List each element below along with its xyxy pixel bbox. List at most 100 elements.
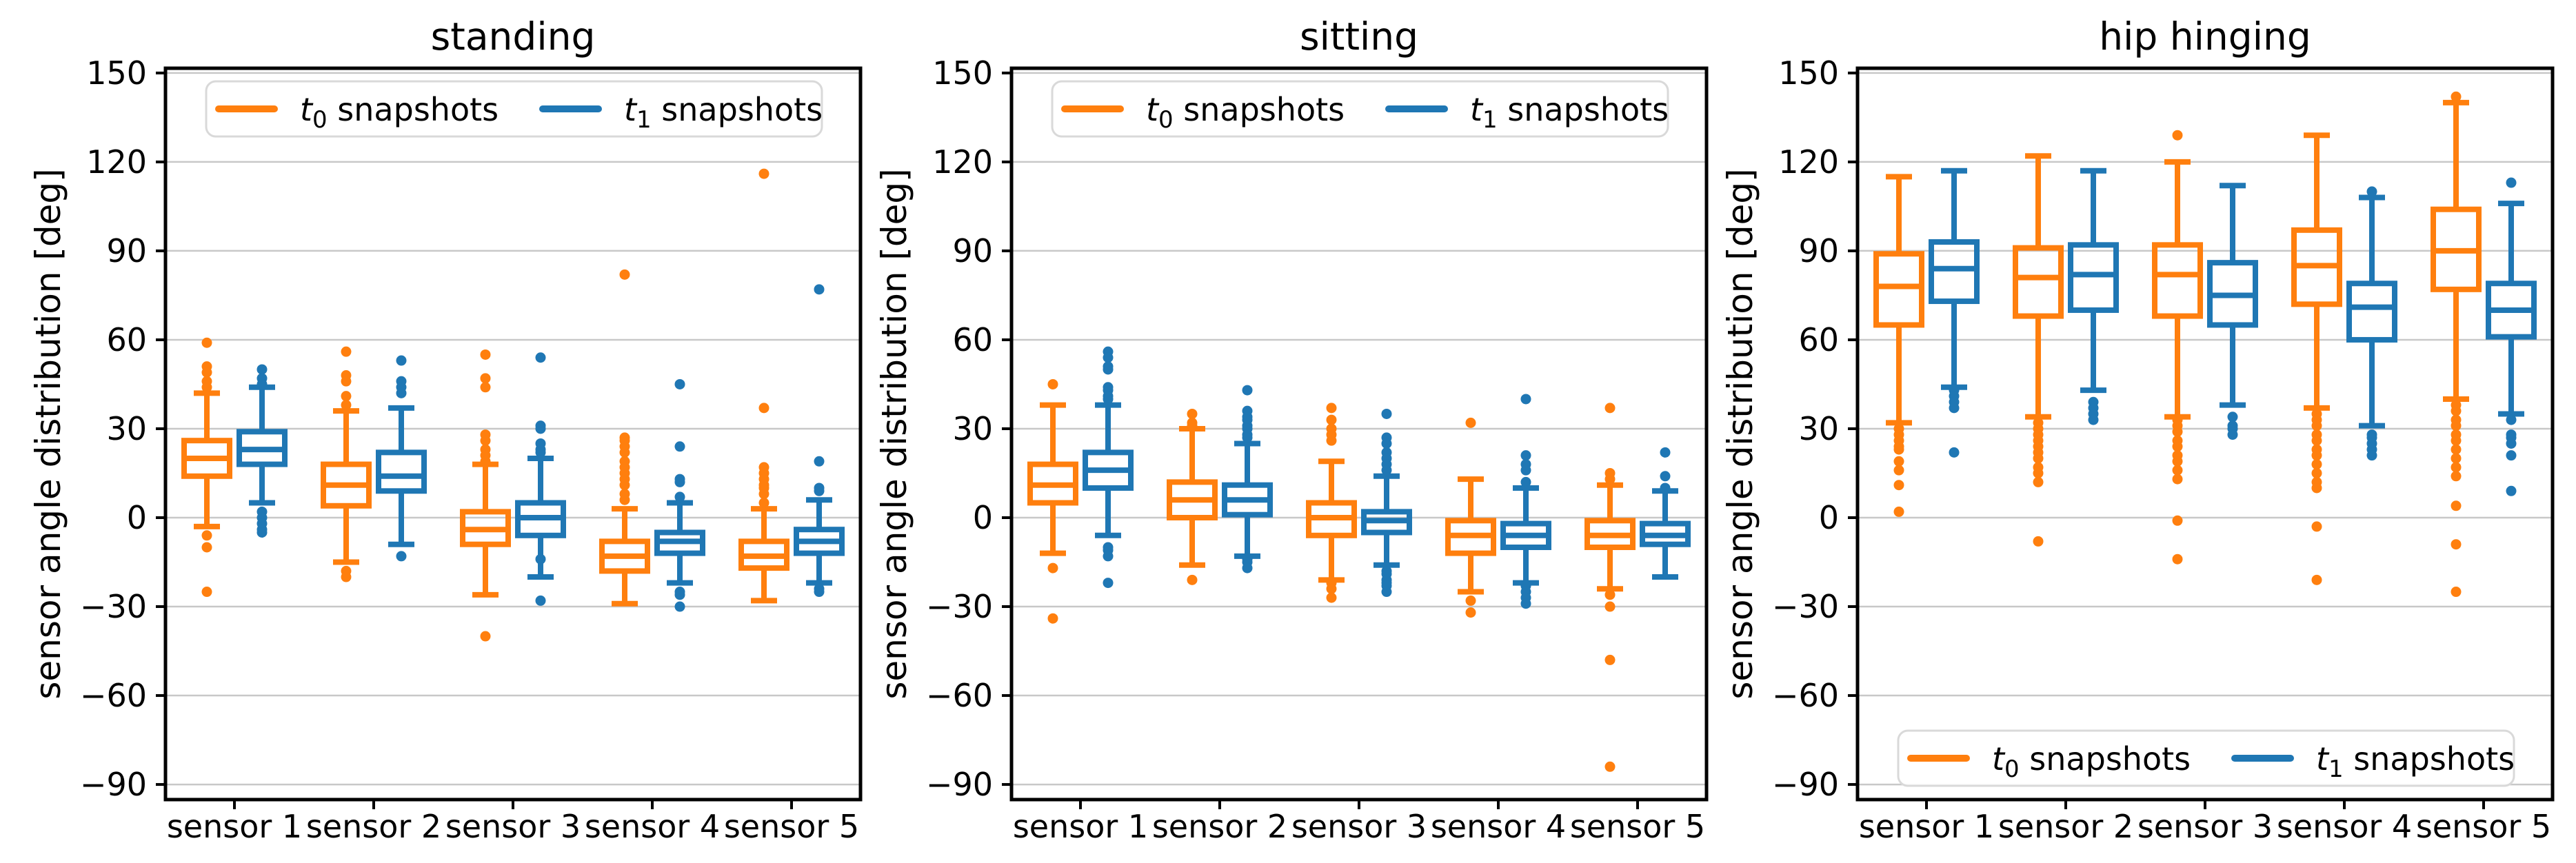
- flier-point: [396, 355, 407, 366]
- flier-point: [674, 378, 685, 389]
- flier-point: [2311, 420, 2322, 432]
- boxplot-t1-snapshots-sensor-5: [1640, 447, 1691, 580]
- flier-point: [201, 587, 212, 598]
- flier-point: [619, 480, 630, 491]
- flier-point: [1893, 444, 1904, 455]
- boxplot-t0-snapshots-sensor-1: [181, 337, 232, 598]
- flier-point: [1381, 408, 1392, 419]
- flier-point: [758, 403, 769, 414]
- flier-point: [758, 168, 769, 179]
- flier-point: [2172, 130, 2183, 141]
- y-tick-label: 60: [952, 321, 993, 358]
- flier-point: [2311, 459, 2322, 470]
- y-tick-label: −30: [1772, 588, 1839, 625]
- flier-point: [341, 391, 352, 402]
- flier-point: [1604, 761, 1616, 772]
- flier-point: [1381, 465, 1392, 476]
- boxplot-t1-snapshots-sensor-2: [376, 355, 427, 562]
- x-tick-label: sensor 1: [1859, 808, 1994, 845]
- flier-point: [201, 367, 212, 378]
- flier-point: [1949, 403, 1960, 414]
- flier-point: [674, 476, 685, 487]
- legend-label: t0 snapshots: [1992, 740, 2191, 783]
- boxplot-t0-snapshots-sensor-3: [2152, 130, 2203, 565]
- legend-frame: [1897, 729, 2515, 787]
- y-tick-label: 30: [952, 410, 993, 447]
- x-tick-label: sensor 3: [1291, 808, 1427, 845]
- subplot-title: hip hinging: [2099, 14, 2311, 59]
- boxplot-t0-snapshots-sensor-1: [1027, 378, 1078, 624]
- flier-point: [535, 595, 546, 606]
- x-tick-label: sensor 5: [724, 808, 859, 845]
- y-tick-label: −60: [1772, 677, 1839, 714]
- flier-point: [2451, 405, 2462, 416]
- boxplot-t1-snapshots-sensor-3: [1361, 408, 1412, 598]
- y-tick-label: 0: [1819, 499, 1839, 536]
- box: [2068, 242, 2119, 313]
- boxplot-t0-snapshots-sensor-4: [1445, 417, 1496, 618]
- y-tick-label: 90: [1798, 232, 1839, 270]
- flier-point: [2451, 444, 2462, 455]
- flier-point: [1520, 598, 1531, 609]
- flier-point: [1103, 578, 1114, 589]
- x-tick-label: sensor 5: [2416, 808, 2551, 845]
- boxplot-t0-snapshots-sensor-5: [2431, 91, 2482, 598]
- flier-point: [1242, 432, 1253, 443]
- x-tick-label: sensor 3: [2137, 808, 2273, 845]
- boxplot-t0-snapshots-sensor-5: [1584, 403, 1636, 772]
- box: [2152, 242, 2203, 319]
- legend: t0 snapshots t1 snapshots: [1897, 729, 2515, 787]
- subplot-title: standing: [431, 14, 596, 59]
- y-tick-label: −60: [80, 677, 147, 714]
- flier-point: [2172, 465, 2183, 476]
- boxplot-t0-snapshots-sensor-2: [321, 346, 372, 582]
- flier-point: [1893, 480, 1904, 491]
- box: [2013, 245, 2064, 319]
- boxplot-t1-snapshots-sensor-2: [2068, 167, 2119, 425]
- subplot-title: sitting: [1300, 14, 1418, 59]
- flier-point: [1103, 352, 1114, 363]
- flier-point: [2227, 412, 2238, 423]
- box: [1929, 239, 1980, 305]
- flier-point: [2451, 587, 2462, 598]
- legend-swatch: [1385, 105, 1448, 112]
- boxplot-t1-snapshots-sensor-5: [2486, 177, 2537, 496]
- flier-point: [2172, 426, 2183, 437]
- flier-point: [1604, 601, 1616, 612]
- flier-point: [480, 456, 491, 467]
- flier-point: [1660, 471, 1671, 482]
- flier-point: [1604, 474, 1616, 485]
- flier-point: [814, 456, 825, 467]
- flier-point: [674, 441, 685, 452]
- flier-point: [1520, 394, 1531, 405]
- y-tick-label: 120: [932, 143, 993, 181]
- flier-point: [2311, 521, 2322, 532]
- flier-point: [1326, 583, 1337, 594]
- flier-point: [256, 364, 268, 375]
- axes-background: [1858, 68, 2553, 800]
- boxplot-t1-snapshots-sensor-1: [1929, 167, 1980, 458]
- x-tick-label: sensor 4: [2277, 808, 2412, 845]
- flier-point: [2033, 467, 2044, 478]
- flier-point: [201, 382, 212, 393]
- flier-point: [2311, 574, 2322, 585]
- x-tick-label: sensor 1: [1013, 808, 1148, 845]
- boxplot-t0-snapshots-sensor-2: [1167, 408, 1218, 585]
- boxplot-t0-snapshots-sensor-4: [599, 269, 650, 607]
- flier-point: [1520, 450, 1531, 461]
- boxplot-t1-snapshots-sensor-1: [237, 364, 288, 538]
- flier-point: [2506, 450, 2517, 461]
- flier-point: [201, 337, 212, 348]
- flier-point: [1893, 465, 1904, 476]
- flier-point: [2227, 429, 2238, 440]
- boxplot-t0-snapshots-sensor-5: [738, 168, 789, 604]
- flier-point: [674, 491, 685, 502]
- boxplot-t0-snapshots-sensor-1: [1873, 174, 1924, 517]
- legend-swatch: [1907, 755, 1970, 762]
- legend-swatch: [1061, 105, 1124, 112]
- x-tick-label: sensor 2: [306, 808, 441, 845]
- flier-point: [341, 400, 352, 411]
- flier-point: [814, 485, 825, 496]
